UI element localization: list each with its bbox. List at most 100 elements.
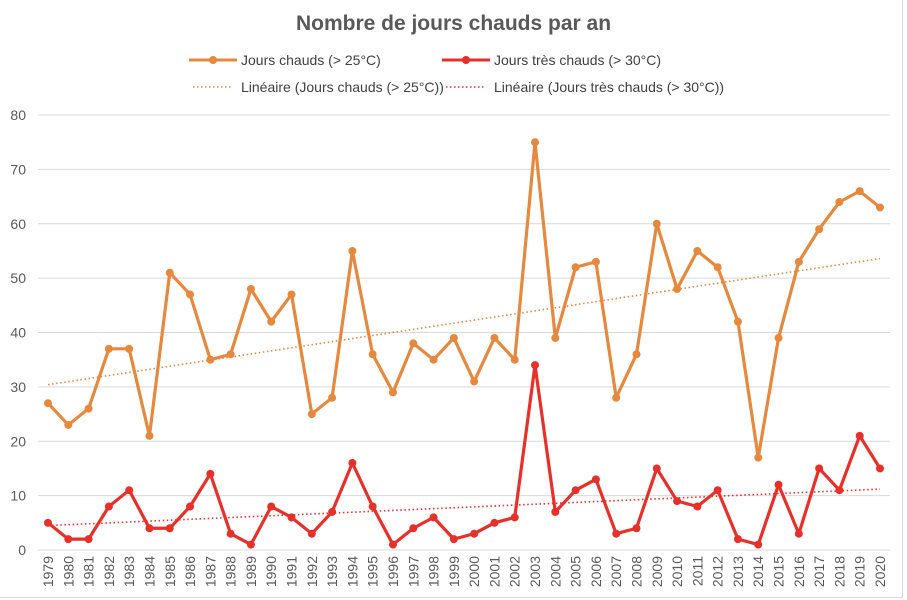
- data-point: [794, 529, 803, 538]
- data-point: [348, 246, 357, 255]
- data-point: [287, 513, 296, 522]
- data-point: [835, 486, 844, 495]
- data-point: [226, 350, 235, 359]
- x-tick-label: 1980: [60, 556, 76, 587]
- data-point: [794, 257, 803, 266]
- data-point: [267, 317, 276, 326]
- data-point: [246, 540, 255, 549]
- x-tick-label: 1982: [101, 556, 117, 587]
- data-point: [429, 513, 438, 522]
- data-point: [713, 486, 722, 495]
- data-point: [510, 355, 519, 364]
- y-tick-label: 80: [10, 107, 26, 123]
- data-point: [206, 355, 215, 364]
- data-point: [531, 361, 540, 370]
- x-tick-label: 2005: [568, 556, 584, 587]
- x-tick-label: 1983: [121, 556, 137, 587]
- x-tick-label: 1985: [162, 556, 178, 587]
- data-point: [673, 285, 682, 293]
- data-point: [855, 431, 864, 440]
- legend-swatch-very-hot-days: [440, 54, 492, 66]
- data-point: [815, 464, 824, 473]
- data-point: [632, 524, 641, 533]
- chart-title: Nombre de jours chauds par an: [295, 12, 612, 35]
- data-point: [470, 377, 479, 386]
- x-tick-label: 2008: [628, 556, 644, 587]
- data-point: [876, 203, 884, 212]
- legend-label-trend-hot-days: Linéaire (Jours chauds (> 25°C)): [241, 79, 444, 95]
- data-point: [409, 339, 418, 348]
- x-tick-label: 1999: [446, 556, 462, 587]
- data-point: [186, 290, 195, 299]
- data-point: [754, 453, 763, 462]
- x-tick-label: 1988: [223, 556, 239, 587]
- data-point: [571, 486, 580, 495]
- legend-item-trend-hot-days: Linéaire (Jours chauds (> 25°C)): [187, 79, 444, 95]
- legend-label-trend-very-hot-days: Linéaire (Jours très chauds (> 30°C)): [494, 79, 725, 95]
- series-lines: [44, 138, 884, 549]
- x-tick-label: 1995: [365, 556, 381, 587]
- x-tick-label: 2007: [608, 556, 624, 587]
- legend-item-hot-days: Jours chauds (> 25°C): [187, 52, 381, 68]
- data-point: [673, 497, 682, 506]
- data-point: [571, 263, 580, 272]
- trendlines: [47, 257, 881, 527]
- data-point: [693, 502, 702, 511]
- data-point: [815, 225, 824, 234]
- data-point: [206, 469, 215, 478]
- data-point: [368, 502, 377, 511]
- x-tick-label: 2015: [771, 556, 787, 587]
- x-tick-label: 1991: [284, 556, 300, 587]
- data-point: [774, 480, 783, 489]
- data-point: [84, 404, 93, 413]
- data-point: [145, 524, 154, 533]
- legend-swatch-hot-days: [187, 54, 239, 66]
- data-point: [713, 263, 722, 272]
- x-tick-label: 1990: [263, 556, 279, 587]
- data-point: [531, 138, 540, 147]
- x-tick-label: 2019: [852, 556, 868, 587]
- x-tick-label: 2020: [872, 556, 888, 587]
- data-point: [125, 486, 134, 495]
- x-tick-label: 2010: [669, 556, 685, 587]
- trendline-0: [47, 257, 881, 386]
- data-point: [693, 246, 702, 255]
- data-point: [876, 464, 884, 473]
- data-point: [307, 529, 316, 538]
- data-point: [733, 535, 742, 544]
- data-point: [551, 333, 560, 342]
- data-point: [490, 333, 499, 342]
- x-tick-label: 2001: [486, 556, 502, 587]
- y-tick-label: 20: [10, 433, 26, 449]
- y-tick-label: 0: [18, 542, 26, 558]
- y-tick-label: 60: [10, 216, 26, 232]
- legend-label-hot-days: Jours chauds (> 25°C): [241, 52, 381, 68]
- data-point: [287, 290, 296, 299]
- data-point: [165, 268, 174, 277]
- x-tick-label: 2011: [689, 556, 705, 586]
- data-point: [348, 459, 357, 467]
- data-point: [307, 410, 316, 419]
- x-tick-label: 2002: [507, 556, 523, 587]
- x-tick-label: 2000: [466, 556, 482, 587]
- data-point: [510, 513, 519, 522]
- x-tick-label: 1994: [344, 556, 360, 587]
- data-point: [429, 355, 438, 364]
- data-point: [490, 518, 499, 527]
- legend-item-trend-very-hot-days: Linéaire (Jours très chauds (> 30°C)): [440, 79, 724, 95]
- data-point: [652, 464, 661, 473]
- x-tick-label: 1996: [385, 556, 401, 587]
- x-tick-label: 1992: [304, 556, 320, 587]
- x-tick-label: 2004: [547, 556, 563, 587]
- x-tick-label: 1981: [81, 556, 97, 587]
- data-point: [44, 399, 52, 408]
- x-axis-ticks: 1979 1980 1981 1982 1983 1984 1985 1986 1987 1988…: [40, 556, 888, 587]
- data-point: [754, 540, 763, 549]
- data-point: [449, 333, 458, 342]
- x-tick-label: 1993: [324, 556, 340, 587]
- data-point: [246, 285, 255, 293]
- gridlines: [38, 114, 890, 551]
- data-point: [64, 535, 73, 544]
- data-point: [855, 187, 864, 196]
- data-point: [104, 502, 113, 511]
